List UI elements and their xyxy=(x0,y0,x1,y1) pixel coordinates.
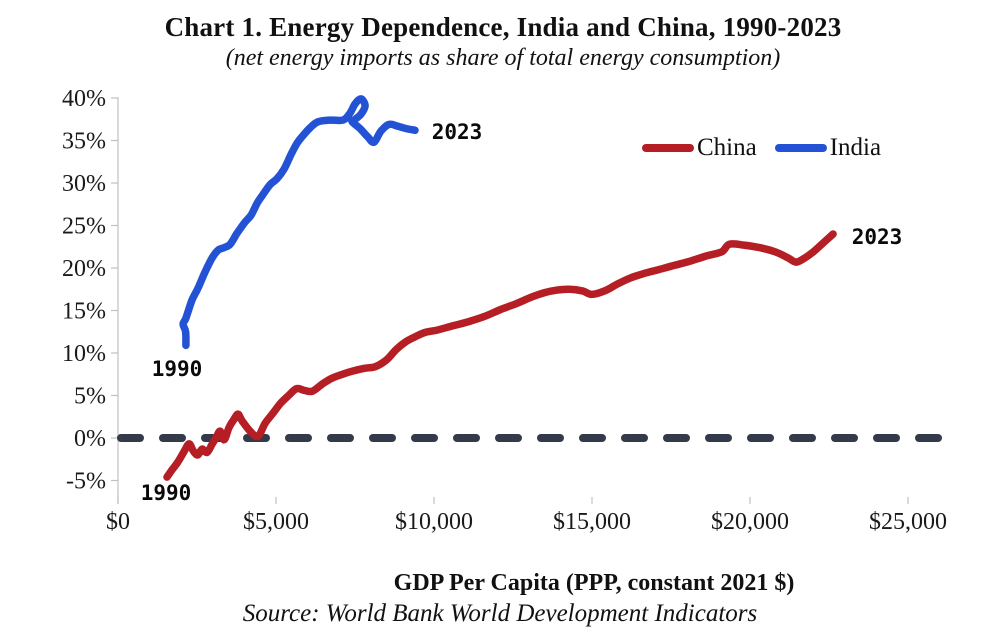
source-note: Source: World Bank World Development Ind… xyxy=(242,600,758,627)
x-tick-label: $5,000 xyxy=(243,509,309,535)
china-line-swatch xyxy=(642,144,694,152)
legend: China India xyxy=(642,135,881,161)
y-tick-label: 15% xyxy=(62,299,106,325)
y-tick-label: 20% xyxy=(62,256,106,282)
annotation-india-start: 1990 xyxy=(152,357,203,381)
x-tick-label: $20,000 xyxy=(711,509,789,535)
legend-label-china: China xyxy=(697,134,757,161)
annotation-india-end: 2023 xyxy=(432,120,483,144)
legend-item-india: India xyxy=(774,134,882,161)
x-tick-label: $0 xyxy=(106,509,130,535)
y-tick-label: -5% xyxy=(66,469,106,495)
india-line-swatch xyxy=(774,144,827,152)
x-tick-label: $10,000 xyxy=(395,509,473,535)
series-line-china xyxy=(163,230,837,481)
y-tick-label: 0% xyxy=(74,426,106,452)
series-line-india xyxy=(179,95,419,350)
y-tick-label: 40% xyxy=(62,86,106,112)
legend-item-china: China xyxy=(642,135,757,161)
y-tick-label: 25% xyxy=(62,214,106,240)
x-axis-title: GDP Per Capita (PPP, constant 2021 $) xyxy=(393,570,795,596)
chart-title: Chart 1. Energy Dependence, India and Ch… xyxy=(164,12,842,42)
x-tick-label: $25,000 xyxy=(869,509,947,535)
y-tick-label: 5% xyxy=(74,384,106,410)
x-tick-label: $15,000 xyxy=(553,509,631,535)
legend-label-india: India xyxy=(829,134,882,161)
y-tick-label: 30% xyxy=(62,171,106,197)
chart-subtitle: (net energy imports as share of total en… xyxy=(225,45,781,71)
y-tick-label: 10% xyxy=(62,341,106,367)
annotation-china-end: 2023 xyxy=(852,225,903,249)
y-tick-label: 35% xyxy=(62,129,106,155)
annotation-china-start: 1990 xyxy=(141,481,192,505)
